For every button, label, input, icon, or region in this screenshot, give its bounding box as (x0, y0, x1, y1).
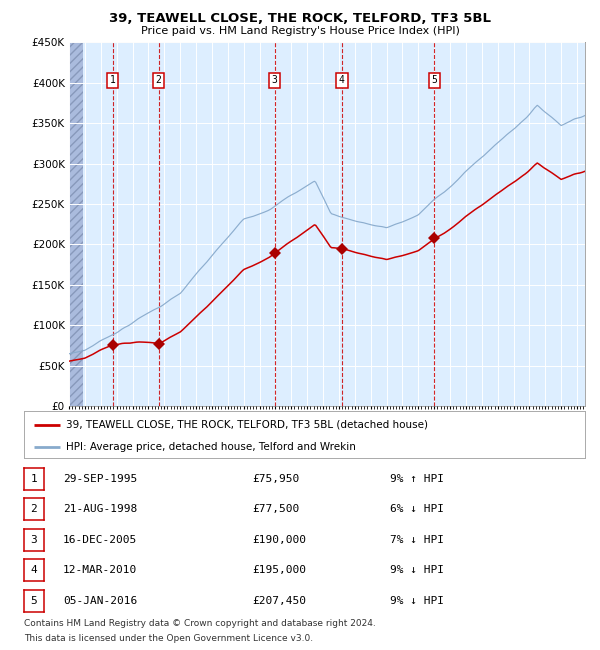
Text: 12-MAR-2010: 12-MAR-2010 (63, 566, 137, 575)
Text: 3: 3 (272, 75, 278, 85)
Text: Contains HM Land Registry data © Crown copyright and database right 2024.: Contains HM Land Registry data © Crown c… (24, 619, 376, 629)
Text: 6% ↓ HPI: 6% ↓ HPI (390, 504, 444, 514)
Text: This data is licensed under the Open Government Licence v3.0.: This data is licensed under the Open Gov… (24, 634, 313, 643)
Text: 2: 2 (31, 504, 37, 514)
Text: £75,950: £75,950 (252, 474, 299, 484)
Text: £190,000: £190,000 (252, 535, 306, 545)
Text: 3: 3 (31, 535, 37, 545)
Text: HPI: Average price, detached house, Telford and Wrekin: HPI: Average price, detached house, Telf… (66, 441, 356, 452)
Text: 16-DEC-2005: 16-DEC-2005 (63, 535, 137, 545)
Text: 5: 5 (431, 75, 437, 85)
Text: 7% ↓ HPI: 7% ↓ HPI (390, 535, 444, 545)
Text: 5: 5 (31, 596, 37, 606)
Text: 9% ↑ HPI: 9% ↑ HPI (390, 474, 444, 484)
Bar (69, 42, 83, 406)
Text: 4: 4 (31, 566, 37, 575)
Text: 1: 1 (31, 474, 37, 484)
Text: 4: 4 (339, 75, 345, 85)
Text: Price paid vs. HM Land Registry's House Price Index (HPI): Price paid vs. HM Land Registry's House … (140, 26, 460, 36)
Text: 21-AUG-1998: 21-AUG-1998 (63, 504, 137, 514)
Text: £195,000: £195,000 (252, 566, 306, 575)
Text: 39, TEAWELL CLOSE, THE ROCK, TELFORD, TF3 5BL: 39, TEAWELL CLOSE, THE ROCK, TELFORD, TF… (109, 12, 491, 25)
Text: 05-JAN-2016: 05-JAN-2016 (63, 596, 137, 606)
Text: £77,500: £77,500 (252, 504, 299, 514)
Text: 2: 2 (155, 75, 161, 85)
Text: 39, TEAWELL CLOSE, THE ROCK, TELFORD, TF3 5BL (detached house): 39, TEAWELL CLOSE, THE ROCK, TELFORD, TF… (66, 419, 428, 430)
Text: 9% ↓ HPI: 9% ↓ HPI (390, 596, 444, 606)
Text: 9% ↓ HPI: 9% ↓ HPI (390, 566, 444, 575)
Text: 29-SEP-1995: 29-SEP-1995 (63, 474, 137, 484)
Text: £207,450: £207,450 (252, 596, 306, 606)
Text: 1: 1 (110, 75, 116, 85)
